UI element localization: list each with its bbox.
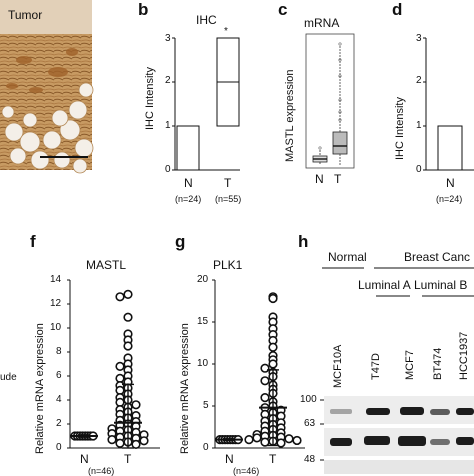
y-tick-label: 10 [197,358,209,369]
y-tick-label: 3 [416,33,422,44]
y-tick-label: 15 [197,316,209,327]
y-tick-label: 10 [50,322,62,333]
x-tick-label-t: T [269,452,277,466]
western-blot [320,267,474,474]
ihc-boxplot-d [423,37,474,171]
mastl-scatter [67,279,160,449]
lane-label-t47d: T47D [370,353,382,380]
y-tick-label: 12 [50,298,62,309]
lane-label-bt474: BT474 [432,347,444,380]
data-point-t [260,376,270,386]
y-tick-label: 0 [165,164,171,175]
data-point-t [260,437,270,447]
y-tick-label: 0 [203,442,209,453]
data-point-t [115,361,125,371]
x-tick-label-n: N [225,452,234,466]
x-tick-label-n: N [315,172,324,186]
ihc-boxplot [172,37,240,171]
panel-letter: c [278,0,288,19]
y-tick-label: 0 [56,442,62,453]
x-tick-label-n: N [184,176,193,190]
sample-size-t: (n=46) [88,466,115,476]
x-tick-label-t: T [334,172,342,186]
data-point-t [115,292,125,302]
y-tick-label: 1 [165,120,171,131]
y-tick-label: 20 [197,274,209,285]
data-point-t [107,435,117,445]
y-tick-label: 2 [56,418,62,429]
plk1-scatter [212,279,305,449]
panel-g: g PLK1 Relative mRNA expression 20 15 10… [165,228,305,476]
y-tick-label: 1 [416,120,422,131]
sample-size-n: (n=24) [436,194,463,204]
lane-label-mcf10a: MCF10A [332,344,344,388]
mw-marker-48: 48 [304,454,316,465]
group-label-normal: Normal [328,250,367,264]
chart-title: MASTL [86,258,127,272]
panel-d: d IHC Intensity 3 2 1 0 N (n=24) [378,0,474,215]
sample-size-n: (n=24) [175,194,202,204]
y-tick-label: 8 [56,346,62,357]
x-tick-label-t: T [124,452,132,466]
data-point-t [115,438,125,448]
group-label-breast-cancer: Breast Canc [404,250,471,264]
sample-size-t: (n=55) [215,194,242,204]
y-tick-label: 2 [416,75,422,86]
data-point-t [260,363,270,373]
data-point-t [268,359,278,369]
data-point-t [123,312,133,322]
mw-marker-63: 63 [304,418,316,429]
data-point-t [260,393,270,403]
y-tick-label: 6 [56,370,62,381]
data-point-t [276,438,286,448]
data-point-t [131,439,141,449]
sample-size-t: (n=46) [233,466,260,476]
panel-h: h Normal Breast Canc Luminal A Luminal B [292,228,474,474]
y-tick-label: 4 [56,394,62,405]
data-point-t [292,435,302,446]
tumor-histology-image [0,0,94,174]
mrna-boxplot [305,33,355,169]
data-point-t [252,433,262,443]
y-tick-label: 2 [165,75,171,86]
y-tick-label: 3 [165,33,171,44]
data-point-t [244,435,254,445]
subgroup-label-luminal-a: Luminal A [358,278,411,292]
panel-letter: f [30,232,36,251]
chart-title: PLK1 [213,258,243,272]
data-point-t [268,342,278,352]
panel-letter: d [392,0,403,19]
panel-f: f MASTL Relative mRNA expression 14 12 1… [20,228,160,476]
box-n [176,125,200,171]
data-point-t [131,400,141,410]
significance-asterisk: * [224,26,228,37]
mw-marker-100: 100 [300,394,317,405]
x-tick-label-n: N [80,452,89,466]
data-point-t [123,289,133,300]
y-tick-label: 0 [416,164,422,175]
chart-title: IHC [196,13,217,27]
y-tick-label: 5 [203,400,209,411]
y-tick-label: 14 [50,274,62,285]
x-tick-label-n: N [446,176,455,190]
chart-title: mRNA [304,16,340,30]
panel-b: b IHC * IHC Intensity 3 2 1 0 N T (n=24)… [130,0,260,215]
panel-c: c mRNA MASTL expression N T [268,0,358,200]
box-n [437,125,463,171]
panel-e-label-fragment: ude [0,372,17,383]
data-point-t [123,341,133,351]
panel-a-title: Tumor [8,8,43,22]
lane-label-mcf7: MCF7 [404,350,416,380]
panel-letter: g [175,232,186,251]
panel-letter: h [298,232,309,251]
x-tick-label-t: T [224,176,232,190]
subgroup-label-luminal-b: Luminal B [414,278,468,292]
panel-a: Tumor [0,0,94,174]
data-point-t [268,293,278,304]
lane-label-hcc1937: HCC1937 [458,331,470,380]
panel-letter: b [138,0,149,19]
data-point-t [139,436,149,446]
